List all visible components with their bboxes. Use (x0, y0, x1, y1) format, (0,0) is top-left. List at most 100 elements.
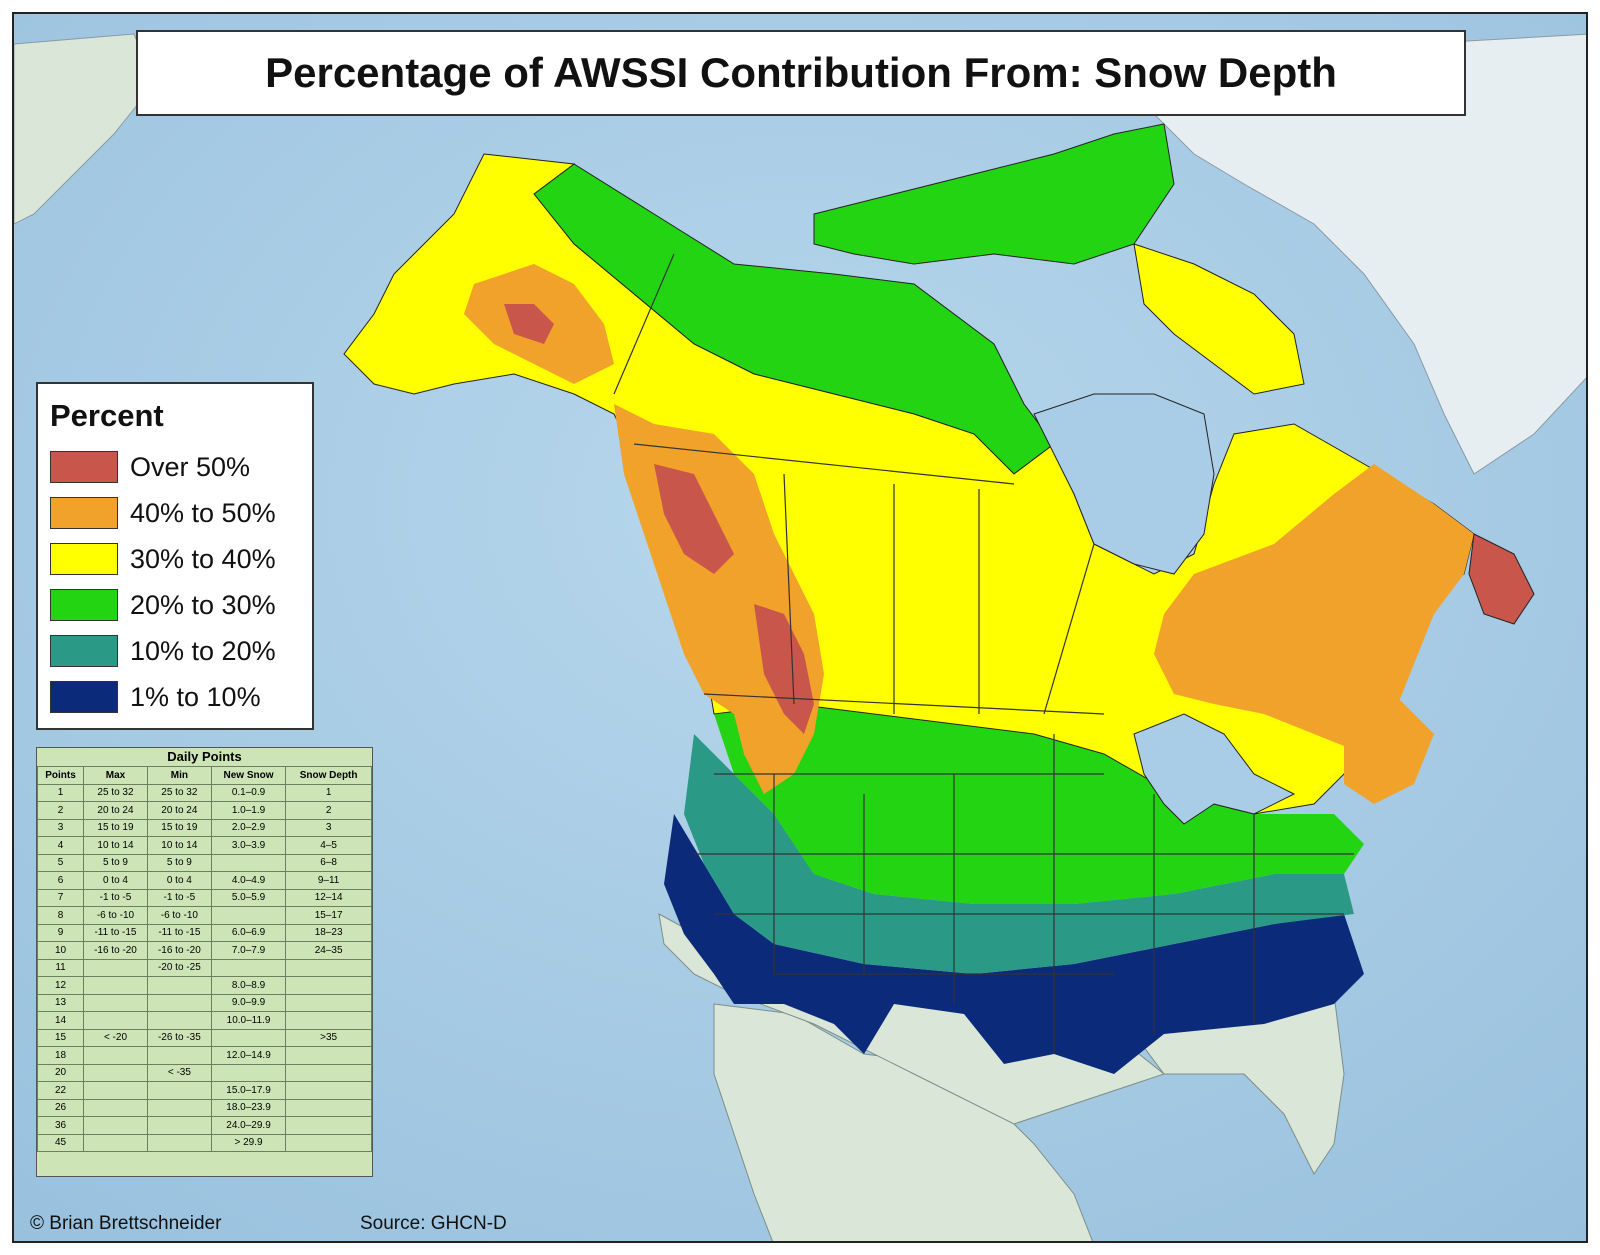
table-cell: 12–14 (285, 888, 372, 907)
table-cell (146, 993, 212, 1012)
table-cell: > 29.9 (210, 1133, 287, 1152)
table-row: 45 > 29.9 (36, 1133, 372, 1152)
daily-points-title: Daily Points (167, 749, 242, 764)
legend-swatch (50, 681, 118, 713)
table-cell: -6 to -10 (83, 906, 148, 925)
table-cell (146, 1133, 212, 1152)
points-header-cell: New Snow (210, 766, 287, 785)
table-cell: -1 to -5 (146, 888, 212, 907)
hudson-bay (1033, 393, 1215, 575)
table-cell: 9.0–9.9 (210, 993, 287, 1012)
baffin-island (1133, 243, 1305, 395)
table-cell (210, 958, 287, 977)
region-40-50-ne (1344, 694, 1434, 804)
table-cell (210, 906, 287, 925)
table-cell (285, 1063, 372, 1082)
table-cell: 18 (36, 1046, 85, 1065)
table-cell: 2 (285, 801, 372, 820)
table-cell: 20 (36, 1063, 85, 1082)
table-cell: 5.0–5.9 (210, 888, 287, 907)
legend-item: 10% to 20% (50, 628, 312, 674)
table-row: 18 12.0–14.9 (36, 1046, 372, 1065)
political-borders (613, 253, 1354, 1054)
table-cell: 3 (36, 818, 85, 837)
table-cell: -16 to -20 (83, 941, 148, 960)
table-cell: 18.0–23.9 (210, 1098, 287, 1117)
table-cell (146, 976, 212, 995)
table-row: 13 9.0–9.9 (36, 993, 372, 1012)
table-cell: 15 to 19 (83, 818, 148, 837)
table-cell (83, 1046, 148, 1065)
table-cell: 12.0–14.9 (210, 1046, 287, 1065)
table-cell: 4 (36, 836, 85, 855)
table-cell: 9–11 (285, 871, 372, 890)
table-cell: -6 to -10 (146, 906, 212, 925)
legend: Percent Over 50% 40% to 50% 30% to 40% 20% … (36, 382, 314, 730)
table-row: 1 25 to 32 25 to 32 0.1–0.9 1 (36, 783, 372, 802)
table-cell (285, 958, 372, 977)
table-cell: 5 to 9 (146, 853, 212, 872)
table-cell: 15 to 19 (146, 818, 212, 837)
table-row: 36 24.0–29.9 (36, 1116, 372, 1135)
table-cell (83, 1133, 148, 1152)
region-1-10 (664, 814, 1364, 1074)
points-grid: Points Max Min New Snow Snow Depth 1 25 to 32… (36, 766, 372, 1152)
legend-label: 20% to 30% (130, 589, 276, 620)
points-body: 1 25 to 32 25 to 32 0.1–0.9 1 2 20 to 24 20 to … (36, 783, 372, 1152)
table-cell: 0 to 4 (83, 871, 148, 890)
table-cell (146, 1116, 212, 1135)
table-cell: 3.0–3.9 (210, 836, 287, 855)
table-cell: 10 to 14 (83, 836, 148, 855)
table-cell: -11 to -15 (83, 923, 148, 942)
table-cell (83, 1116, 148, 1135)
table-cell: 25 to 32 (83, 783, 148, 802)
arctic-islands (813, 123, 1175, 265)
region-over-50-alaska (504, 304, 554, 344)
table-cell (210, 853, 287, 872)
table-cell (83, 976, 148, 995)
table-cell: 0.1–0.9 (210, 783, 287, 802)
table-cell: 1 (36, 783, 85, 802)
points-header-row: Points Max Min New Snow Snow Depth (36, 766, 372, 785)
table-row: 14 10.0–11.9 (36, 1011, 372, 1030)
table-cell: -11 to -15 (146, 923, 212, 942)
table-cell: 6–8 (285, 853, 372, 872)
table-cell (285, 1098, 372, 1117)
table-row: 22 15.0–17.9 (36, 1081, 372, 1100)
table-cell: 6 (36, 871, 85, 890)
points-header-cell: Max (83, 766, 148, 785)
table-cell: 14 (36, 1011, 85, 1030)
table-row: 9 -11 to -15 -11 to -15 6.0–6.9 18–23 (36, 923, 372, 942)
legend-label: 40% to 50% (130, 497, 276, 528)
table-cell: 15 (36, 1028, 85, 1047)
legend-swatch (50, 451, 118, 483)
table-cell: 45 (36, 1133, 85, 1152)
table-row: 10 -16 to -20 -16 to -20 7.0–7.9 24–35 (36, 941, 372, 960)
table-cell: 22 (36, 1081, 85, 1100)
legend-item: 40% to 50% (50, 490, 312, 536)
table-cell: 24.0–29.9 (210, 1116, 287, 1135)
table-cell: < -35 (146, 1063, 212, 1082)
table-cell: 36 (36, 1116, 85, 1135)
map-frame: Percentage of AWSSI Contribution From: S… (12, 12, 1588, 1243)
table-cell: 18–23 (285, 923, 372, 942)
table-cell: -26 to -35 (146, 1028, 212, 1047)
title-box: Percentage of AWSSI Contribution From: S… (136, 30, 1466, 116)
table-cell: 0 to 4 (146, 871, 212, 890)
points-header-cell: Min (146, 766, 212, 785)
table-cell: 4–5 (285, 836, 372, 855)
table-cell: 7.0–7.9 (210, 941, 287, 960)
region-40-50-east (1154, 464, 1474, 754)
legend-title: Percent (50, 398, 164, 433)
table-cell (83, 993, 148, 1012)
table-cell: 13 (36, 993, 85, 1012)
table-cell: 8.0–8.9 (210, 976, 287, 995)
legend-item: Over 50% (50, 444, 312, 490)
table-cell: 6.0–6.9 (210, 923, 287, 942)
table-cell: < -20 (83, 1028, 148, 1047)
table-cell: 20 to 24 (146, 801, 212, 820)
table-cell: 9 (36, 923, 85, 942)
legend-swatch (50, 589, 118, 621)
legend-item: 20% to 30% (50, 582, 312, 628)
